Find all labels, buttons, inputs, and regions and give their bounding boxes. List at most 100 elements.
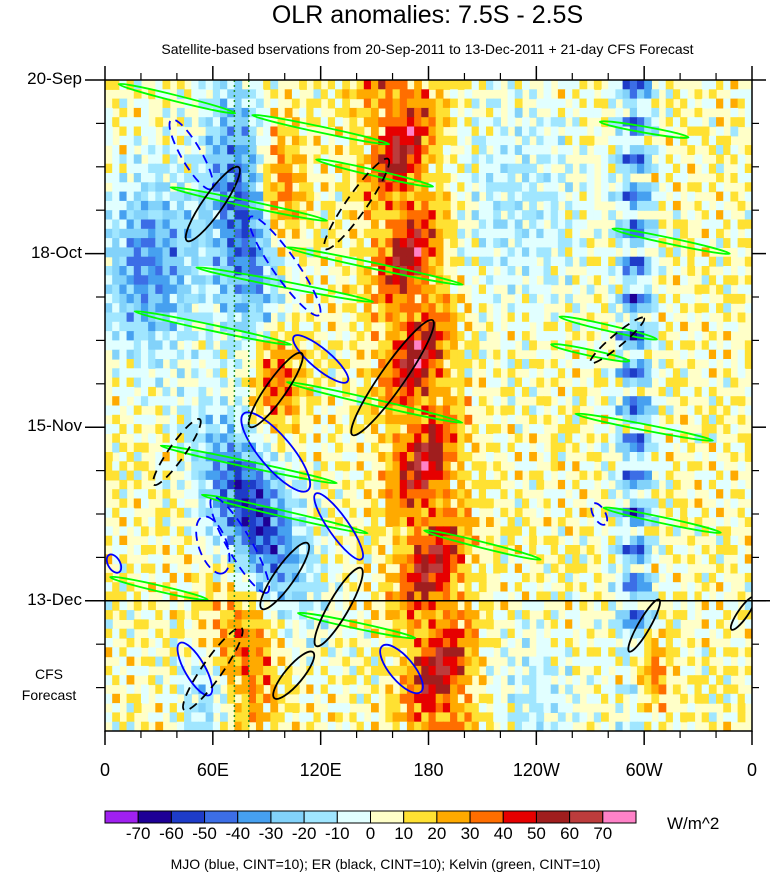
anomaly-cell [184, 312, 192, 323]
anomaly-cell [220, 424, 228, 434]
anomaly-cell [421, 470, 430, 481]
anomaly-cell [421, 210, 430, 221]
anomaly-cell [593, 572, 602, 583]
anomaly-cell [140, 721, 149, 731]
anomaly-cell [198, 721, 207, 731]
anomaly-cell [370, 703, 379, 713]
anomaly-cell [392, 396, 401, 407]
anomaly-cell [428, 693, 437, 704]
anomaly-cell [550, 107, 559, 118]
anomaly-cell [119, 507, 128, 518]
anomaly-cell [349, 470, 358, 481]
anomaly-cell [493, 693, 501, 704]
anomaly-cell [572, 219, 581, 230]
anomaly-cell [536, 266, 545, 276]
anomaly-cell [579, 638, 588, 648]
anomaly-cell [406, 210, 415, 221]
anomaly-cell [716, 442, 724, 453]
anomaly-cell [543, 256, 552, 267]
anomaly-cell [414, 638, 422, 648]
anomaly-cell [701, 210, 710, 221]
anomaly-cell [198, 228, 207, 239]
anomaly-cell [263, 452, 271, 462]
anomaly-cell [730, 219, 739, 230]
anomaly-cell [313, 424, 322, 434]
anomaly-cell [716, 498, 724, 509]
anomaly-cell [385, 433, 394, 444]
anomaly-cell [176, 507, 185, 518]
anomaly-cell [112, 386, 120, 397]
anomaly-cell [708, 693, 717, 704]
er-contour [259, 541, 310, 611]
anomaly-cell [478, 219, 487, 230]
anomaly-cell [665, 89, 674, 100]
anomaly-cell [730, 405, 739, 416]
anomaly-cell [414, 312, 422, 323]
anomaly-cell [184, 442, 192, 453]
colorbar-tick-label: 50 [526, 824, 546, 843]
anomaly-cell [270, 386, 279, 397]
anomaly-cell [701, 80, 710, 90]
anomaly-cell [205, 117, 214, 128]
anomaly-cell [385, 647, 394, 658]
anomaly-cell [435, 479, 444, 490]
anomaly-cell [744, 554, 752, 565]
anomaly-cell [428, 572, 437, 583]
anomaly-cell [723, 442, 732, 453]
y-tick-label: 18-Oct [30, 242, 82, 262]
anomaly-cell [205, 703, 214, 713]
anomaly-cell [414, 693, 422, 704]
anomaly-cell [543, 721, 552, 731]
anomaly-cell [716, 210, 724, 221]
anomaly-cell [205, 721, 214, 731]
anomaly-cell [234, 424, 243, 434]
anomaly-cell [457, 498, 466, 509]
anomaly-cell [557, 498, 566, 509]
anomaly-cell [162, 210, 171, 221]
anomaly-cell [335, 665, 343, 676]
anomaly-cell [723, 284, 732, 295]
anomaly-cell [557, 442, 566, 453]
colorbar-swatch [403, 810, 438, 824]
anomaly-cell [227, 600, 235, 611]
anomaly-cell [608, 628, 617, 639]
anomaly-cell [550, 293, 559, 304]
anomaly-cell [198, 284, 207, 295]
anomaly-cell [248, 117, 257, 128]
anomaly-cell [744, 386, 752, 397]
anomaly-cell [356, 405, 365, 416]
anomaly-cell [378, 98, 386, 109]
anomaly-cell [708, 331, 717, 341]
anomaly-cell [176, 684, 185, 695]
anomaly-cell [263, 638, 271, 648]
anomaly-cell [327, 507, 336, 518]
colorbar-tick-label: 30 [460, 824, 480, 843]
anomaly-cell [140, 340, 149, 351]
anomaly-cell [205, 684, 214, 695]
anomaly-cell [198, 424, 207, 434]
anomaly-cell [464, 117, 473, 128]
anomaly-cell [421, 117, 430, 128]
anomaly-cell [701, 665, 710, 676]
anomaly-cell [140, 247, 149, 258]
anomaly-cell [579, 126, 588, 137]
anomaly-cell [478, 210, 487, 221]
anomaly-cell [406, 600, 415, 611]
anomaly-cell [658, 610, 667, 620]
anomaly-cell [313, 582, 322, 593]
anomaly-cell [428, 396, 437, 407]
anomaly-cell [227, 591, 235, 602]
anomaly-cell [529, 340, 537, 351]
anomaly-cell [349, 712, 358, 723]
anomaly-cell [586, 461, 595, 472]
anomaly-cell [737, 247, 746, 258]
anomaly-cell [320, 656, 329, 667]
anomaly-cell [248, 470, 257, 481]
anomaly-cell [335, 135, 343, 146]
anomaly-cell [248, 610, 257, 620]
anomaly-cell [284, 424, 293, 434]
anomaly-cell [478, 479, 487, 490]
anomaly-cell [370, 721, 379, 731]
anomaly-cell [622, 628, 631, 639]
anomaly-cell [450, 693, 458, 704]
